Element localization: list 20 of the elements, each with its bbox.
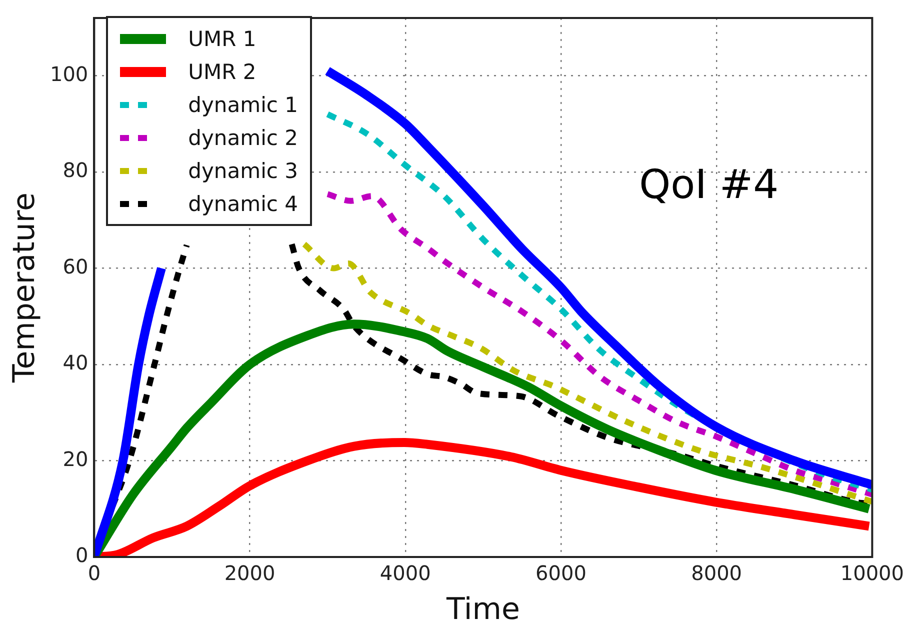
y-tick-label: 80	[62, 158, 88, 182]
legend-label: dynamic 1	[188, 92, 298, 116]
legend-label: UMR 1	[188, 26, 256, 50]
x-tick-label: 6000	[536, 561, 586, 586]
x-tick-label: 10000	[840, 561, 904, 586]
legend-label: UMR 2	[188, 60, 256, 84]
y-tick-label: 60	[62, 254, 88, 278]
y-tick-label: 100	[50, 62, 88, 86]
y-tick-label: 0	[75, 543, 88, 568]
legend-label: dynamic 2	[188, 126, 298, 150]
legend-label: dynamic 3	[188, 158, 298, 182]
annotation: QoI #4	[639, 162, 779, 208]
x-axis-title: Time	[445, 592, 520, 627]
x-tick-label: 8000	[691, 561, 742, 586]
y-tick-label: 40	[62, 350, 88, 375]
y-tick-label: 20	[62, 446, 88, 471]
x-tick-label: 2000	[224, 561, 276, 586]
x-tick-label: 4000	[380, 561, 431, 586]
legend-label: dynamic 4	[188, 192, 298, 216]
y-axis-title: Temperature	[6, 192, 42, 384]
